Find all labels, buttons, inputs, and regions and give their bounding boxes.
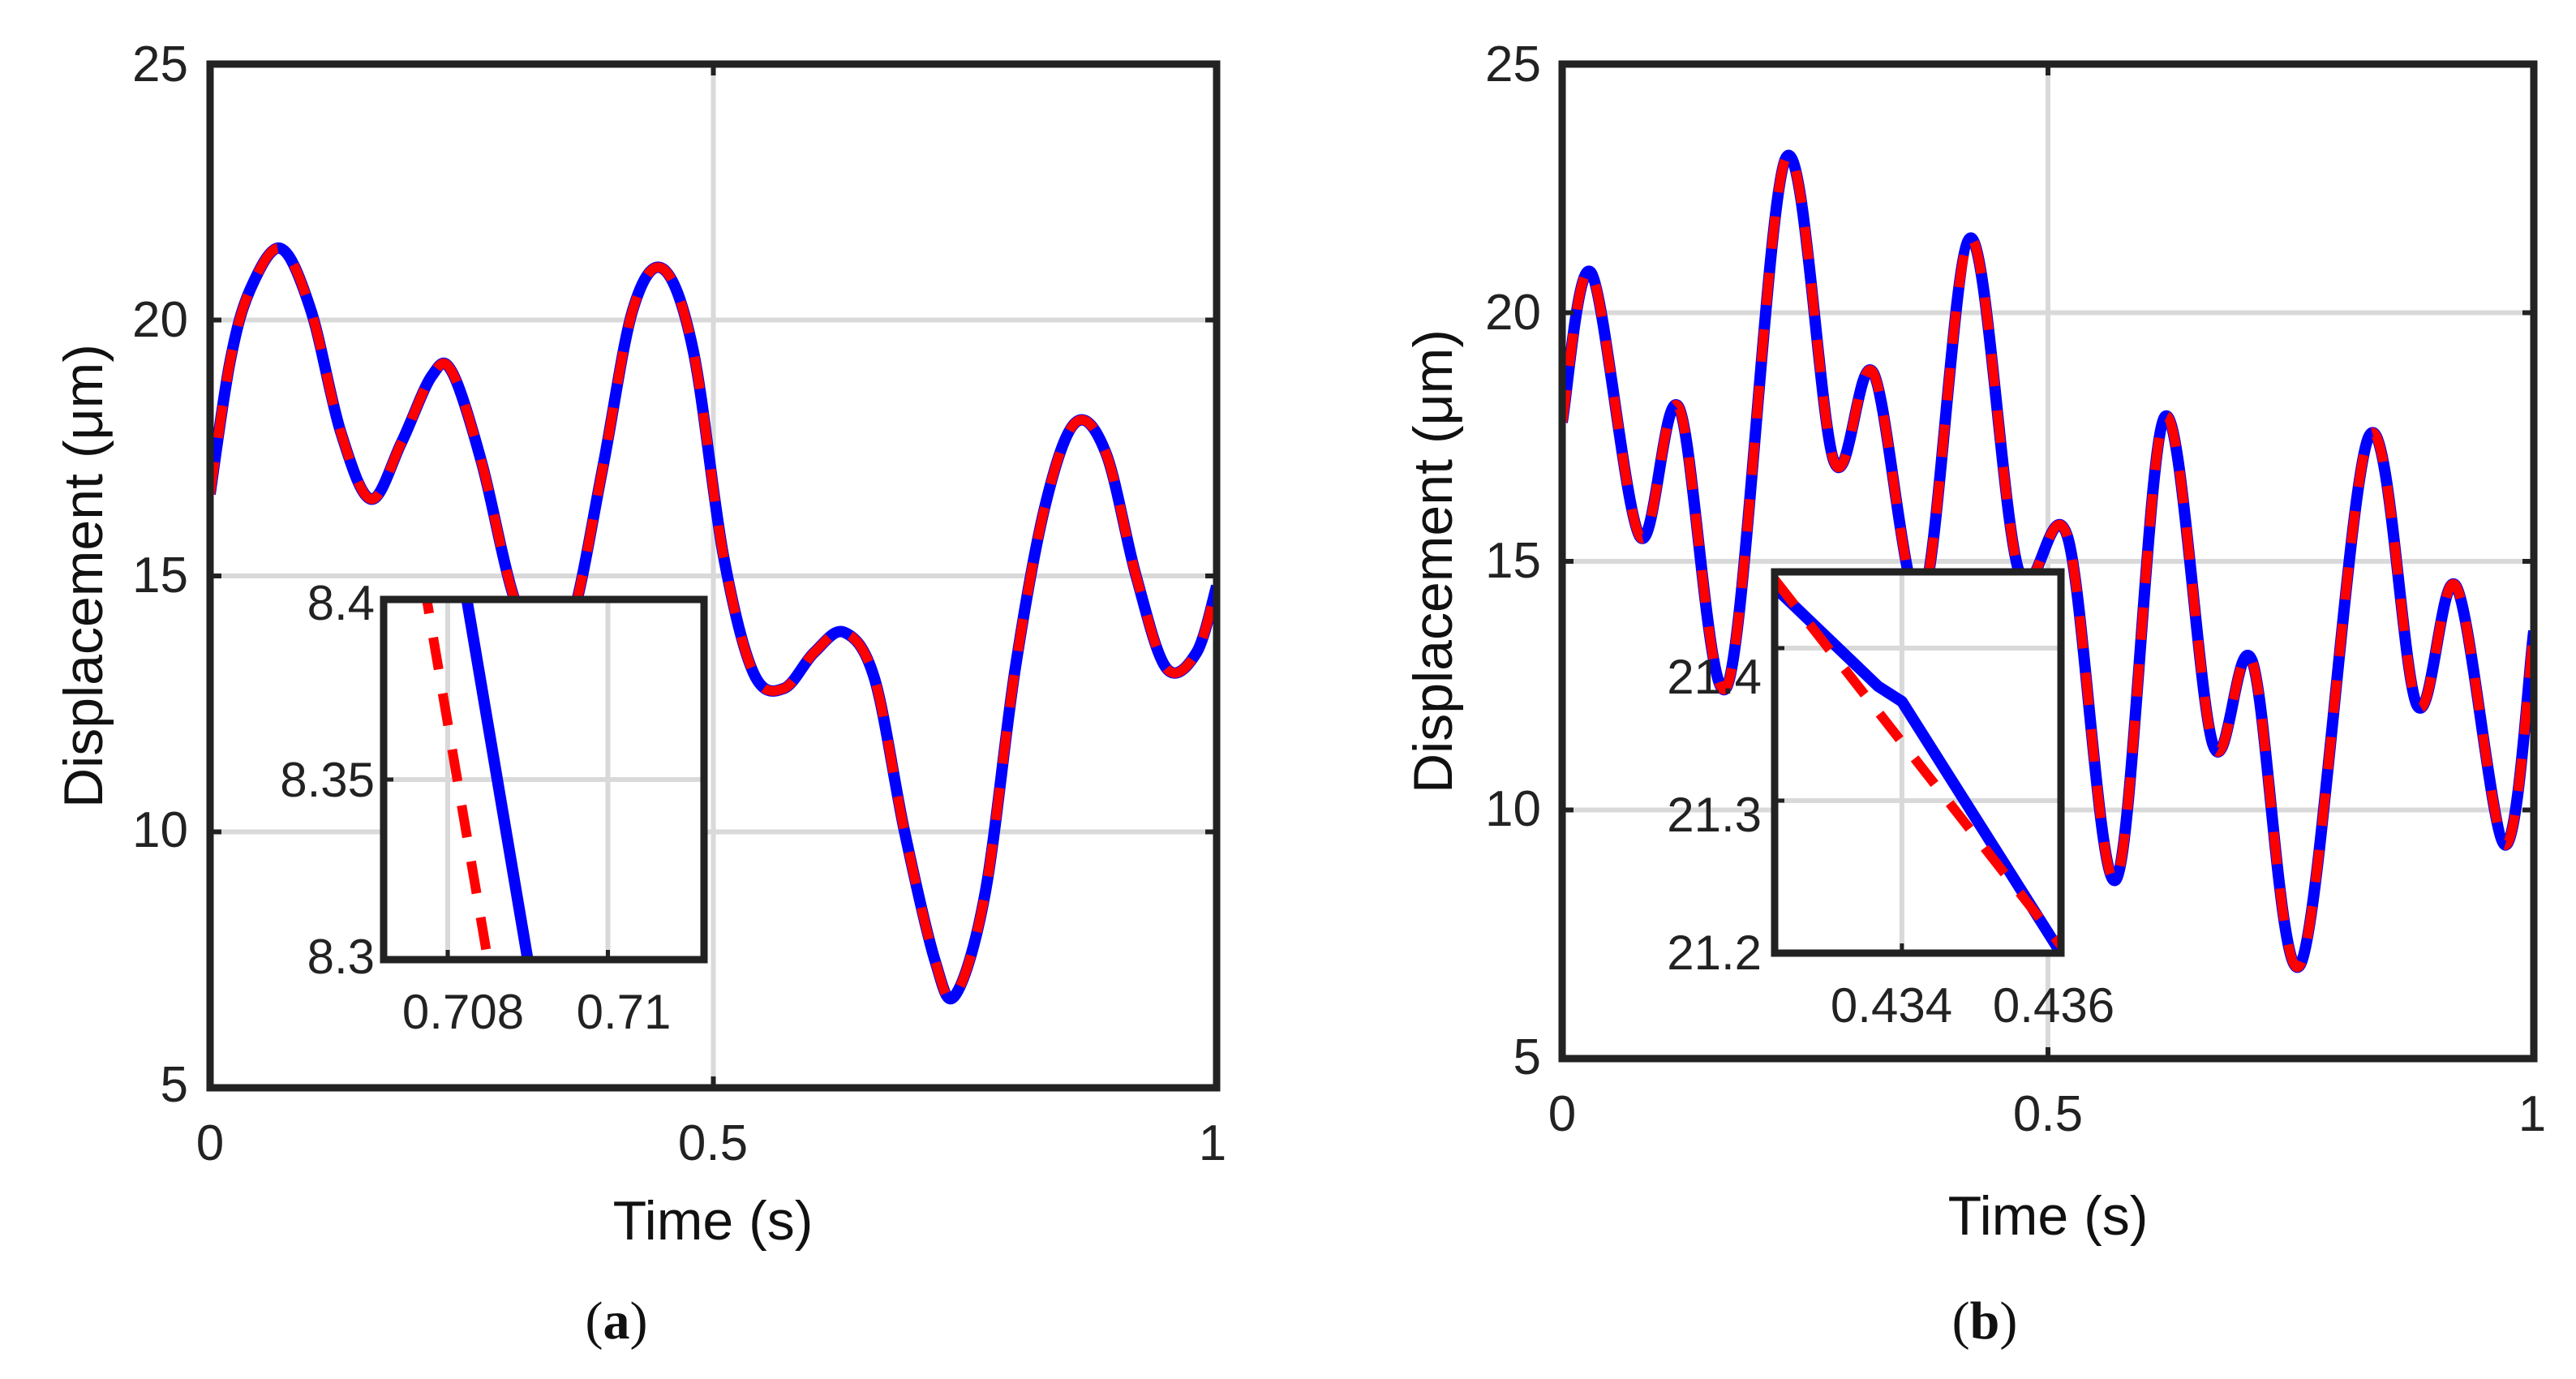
inset-a: 8.4 8.35 8.3 0.708 0.71 — [280, 576, 708, 1039]
inset-frame-b — [1771, 568, 2065, 957]
inset-y-tick-label: 8.3 — [307, 930, 375, 984]
tick-marks-a — [208, 62, 1219, 1090]
x-tick-label: 0 — [196, 1115, 224, 1171]
y-tick-label: 20 — [1485, 285, 1541, 341]
y-axis-label: Displacement (μm) — [53, 344, 114, 808]
y-tick-label: 20 — [132, 292, 188, 348]
inset-frame-a — [380, 595, 708, 964]
series-group-a — [213, 243, 1213, 1005]
inset-y-tick-label: 8.35 — [280, 753, 375, 807]
y-tick-label: 15 — [132, 548, 188, 604]
inset-y-tick-label: 21.4 — [1667, 650, 1762, 704]
chart-panel-b: 25 20 15 10 5 0 0.5 1 Time (s) Displacem… — [1402, 37, 2546, 1351]
inset-series-line-series-2 — [1778, 576, 2058, 949]
series-line-series-2 — [1565, 150, 2531, 973]
series-line-series-2 — [213, 243, 1213, 1004]
inset-x-tick-label: 0.436 — [1993, 978, 2114, 1033]
inset-y-tick-label: 8.4 — [307, 576, 375, 630]
panel-label-b: (b) — [1952, 1291, 2018, 1351]
grid-a — [210, 64, 1217, 1088]
inset-b: 21.4 21.3 21.2 0.434 0.436 — [1667, 568, 2114, 1033]
x-tick-label: 1 — [1199, 1115, 1226, 1171]
y-tick-label: 15 — [1485, 533, 1541, 589]
inset-series-group-b — [1778, 576, 2058, 950]
y-tick-label: 10 — [1485, 781, 1541, 837]
inset-y-tick-label: 21.3 — [1667, 788, 1762, 842]
inset-series-group-a — [422, 603, 534, 956]
y-axis-label: Displacement (μm) — [1402, 329, 1464, 793]
panel-label-a: (a) — [586, 1291, 648, 1351]
inset-series-line-series-2 — [422, 603, 492, 956]
y-tick-label: 5 — [161, 1057, 188, 1113]
inset-series-line-series-1 — [1778, 582, 2058, 950]
inset-x-tick-label: 0.434 — [1831, 978, 1952, 1033]
series-group-b — [1565, 149, 2531, 973]
inset-series-line-series-1 — [462, 603, 534, 956]
inset-y-tick-label: 21.2 — [1667, 926, 1762, 980]
x-tick-label: 0 — [1548, 1086, 1576, 1142]
x-tick-label: 0.5 — [2013, 1086, 2083, 1142]
x-axis-label: Time (s) — [1948, 1185, 2149, 1247]
y-tick-label: 25 — [1485, 37, 1541, 92]
x-tick-label: 1 — [2518, 1086, 2546, 1142]
tick-marks-b — [1560, 62, 2536, 1061]
inset-x-tick-label: 0.708 — [402, 985, 524, 1039]
chart-panel-a: 25 20 15 10 5 0 0.5 1 Time (s) Displacem… — [53, 37, 1226, 1351]
y-tick-label: 10 — [132, 802, 188, 858]
x-axis-label: Time (s) — [613, 1190, 814, 1252]
y-tick-label: 25 — [132, 37, 188, 92]
inset-x-tick-label: 0.71 — [577, 985, 672, 1039]
x-tick-label: 0.5 — [678, 1115, 748, 1171]
y-tick-label: 5 — [1513, 1029, 1541, 1085]
